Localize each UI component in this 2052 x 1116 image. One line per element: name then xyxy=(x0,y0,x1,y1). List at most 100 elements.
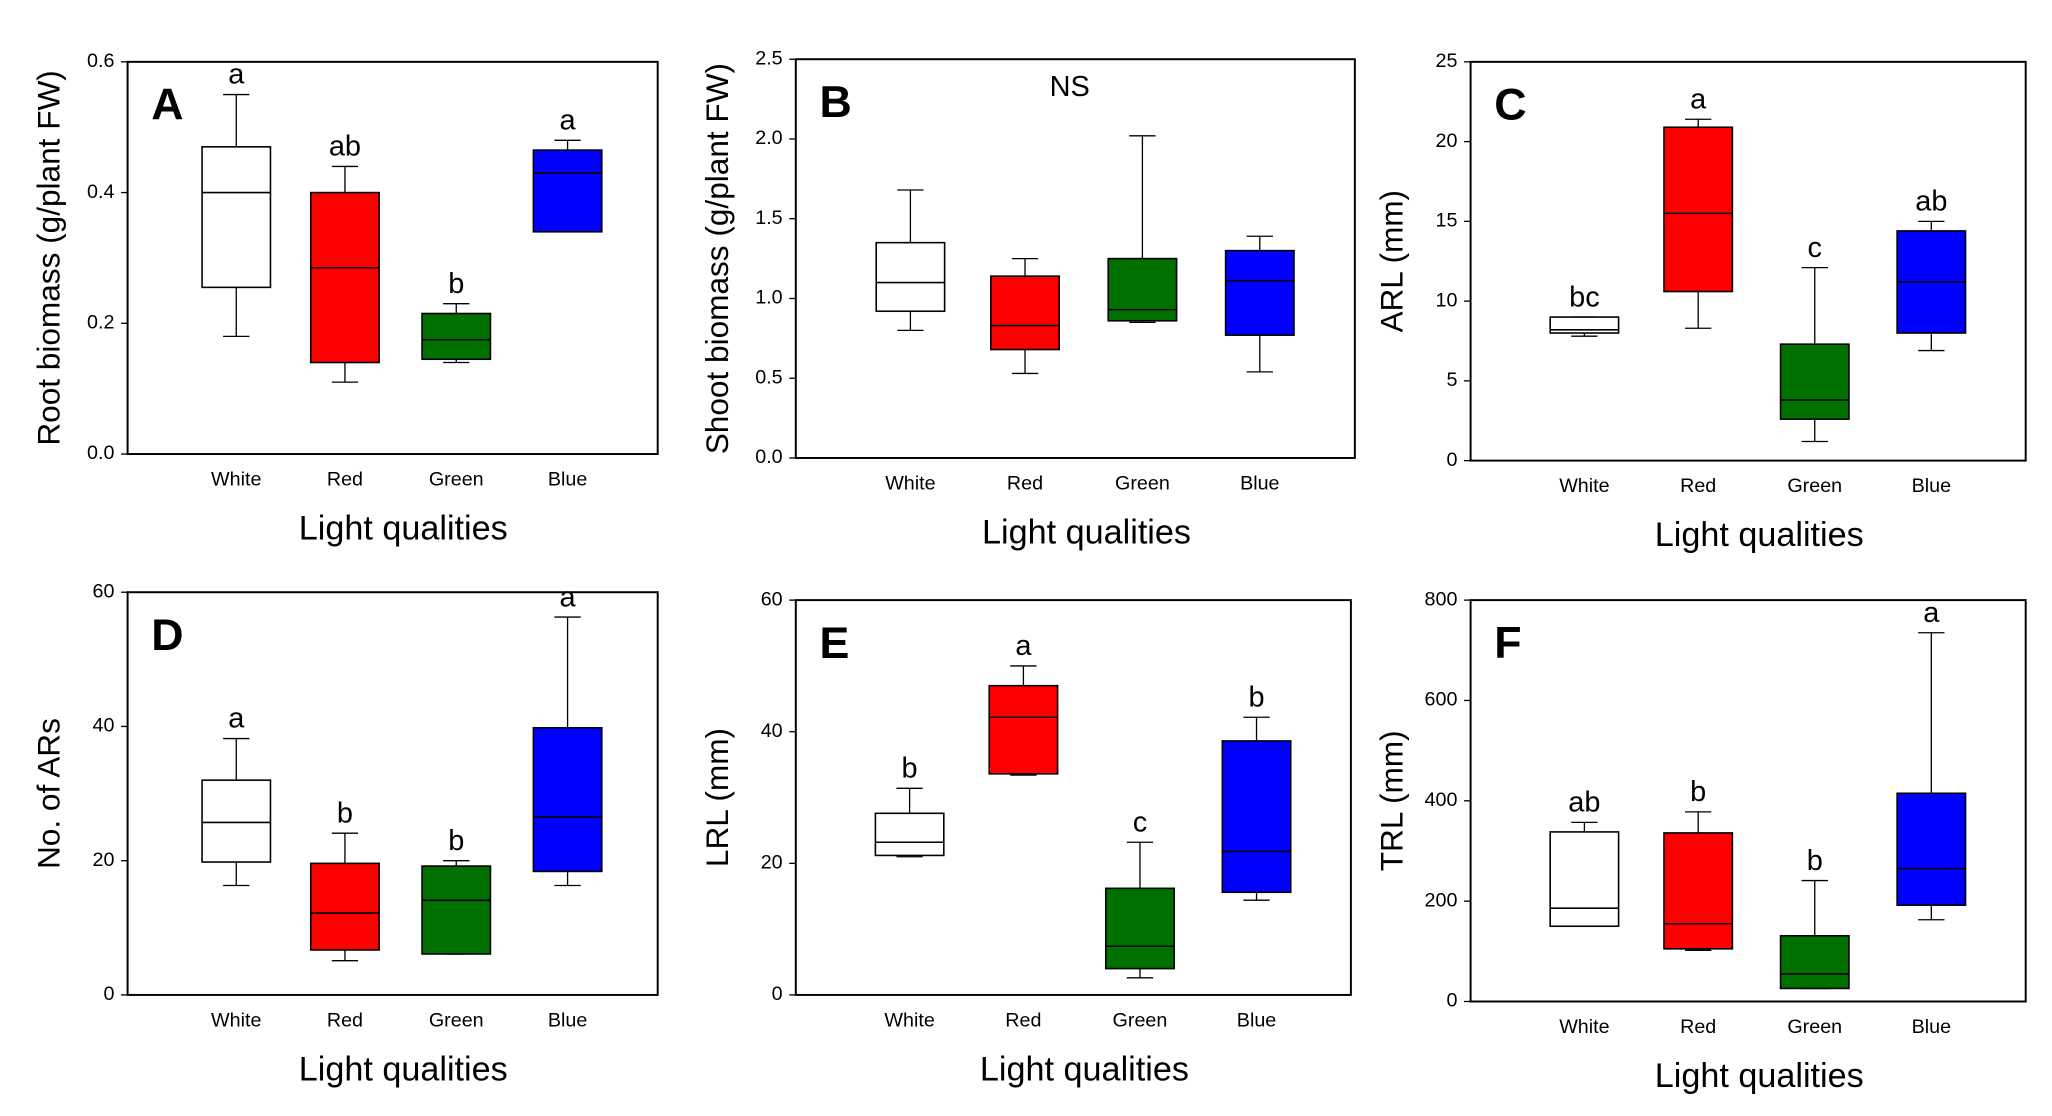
y-axis-label: ARL (mm) xyxy=(1374,190,1410,333)
y-tick-label: 800 xyxy=(1425,588,1458,610)
y-tick-label: 0 xyxy=(1446,449,1457,471)
y-tick-label: 20 xyxy=(1436,130,1458,152)
x-axis-label: Light qualities xyxy=(299,1050,508,1088)
y-tick-label: 600 xyxy=(1425,689,1458,711)
x-tick-label: Green xyxy=(1787,1016,1842,1038)
y-tick-label: 15 xyxy=(1436,210,1458,232)
x-tick-label: Green xyxy=(429,469,484,491)
box xyxy=(1779,934,1850,990)
x-axis-label: Light qualities xyxy=(299,509,508,547)
box xyxy=(1549,316,1620,334)
y-tick-label: 0.5 xyxy=(755,366,782,388)
significance-letter: b xyxy=(902,753,918,785)
y-tick-label: 1.5 xyxy=(755,207,782,229)
y-axis-label: LRL (mm) xyxy=(699,728,735,867)
significance-letter: a xyxy=(1690,83,1707,115)
panel-letter: F xyxy=(1494,619,1521,668)
x-tick-label: Green xyxy=(1113,1009,1168,1031)
panel: 0.0 0.2 0.4 0.6 Root biomass (g/plant FW) Lig… xyxy=(31,50,659,547)
y-tick-label: 40 xyxy=(93,715,115,737)
x-tick-label: White xyxy=(211,469,261,491)
x-tick-label: Green xyxy=(429,1009,484,1031)
panel: 0.0 0.5 1.0 1.5 2.0 2.5 Shoot biomass (g/plant… xyxy=(699,47,1356,551)
x-tick-label: Red xyxy=(327,1009,363,1031)
significance-letter: ab xyxy=(1568,787,1600,819)
x-tick-label: Blue xyxy=(1237,1009,1276,1031)
box xyxy=(1107,257,1178,322)
panel-letter: E xyxy=(819,619,849,668)
y-tick-label: 60 xyxy=(93,580,115,602)
x-tick-label: Blue xyxy=(1240,473,1279,495)
box xyxy=(201,779,272,863)
y-tick-label: 20 xyxy=(761,852,783,874)
x-tick-label: Green xyxy=(1787,475,1842,497)
box xyxy=(532,149,603,233)
y-tick-label: 60 xyxy=(761,588,783,610)
x-tick-label: Red xyxy=(1680,475,1716,497)
x-tick-label: Red xyxy=(327,469,363,491)
y-tick-label: 5 xyxy=(1446,369,1457,391)
y-tick-label: 0.4 xyxy=(87,181,114,203)
box xyxy=(874,812,945,857)
significance-letter: a xyxy=(1015,630,1032,662)
panel-letter: B xyxy=(819,78,851,127)
y-tick-label: 25 xyxy=(1436,50,1458,72)
x-tick-label: White xyxy=(885,473,935,495)
panel-letter: C xyxy=(1494,81,1526,130)
box xyxy=(990,275,1061,351)
y-tick-label: 2.0 xyxy=(755,127,782,149)
y-tick-label: 400 xyxy=(1425,789,1458,811)
significance-letter: b xyxy=(448,268,464,300)
y-tick-label: 0 xyxy=(103,983,114,1005)
box xyxy=(309,191,380,364)
y-tick-label: 20 xyxy=(93,849,115,871)
x-axis-label: Light qualities xyxy=(980,1050,1189,1088)
x-tick-label: Red xyxy=(1680,1016,1716,1038)
y-tick-label: 2.5 xyxy=(755,47,782,69)
y-axis-label: No. of ARs xyxy=(31,718,67,869)
significance-letter: a xyxy=(1923,597,1940,629)
significance-letter: b xyxy=(1690,776,1706,808)
y-tick-label: 0.0 xyxy=(87,442,114,464)
y-axis-label: TRL (mm) xyxy=(1374,730,1410,871)
significance-letter: ab xyxy=(1915,186,1947,218)
x-tick-label: Red xyxy=(1007,473,1043,495)
annotation: NS xyxy=(1050,71,1090,103)
x-tick-label: Blue xyxy=(1912,1016,1951,1038)
y-axis-label: Root biomass (g/plant FW) xyxy=(31,70,67,445)
y-axis-label: Shoot biomass (g/plant FW) xyxy=(699,63,735,454)
x-tick-label: Blue xyxy=(548,1009,587,1031)
x-tick-label: Blue xyxy=(548,469,587,491)
y-tick-label: 10 xyxy=(1436,289,1458,311)
significance-letter: a xyxy=(228,703,245,735)
y-tick-label: 0.2 xyxy=(87,312,114,334)
plot-frame xyxy=(794,58,1356,459)
box xyxy=(1221,740,1292,894)
box xyxy=(201,146,272,289)
y-tick-label: 0.0 xyxy=(755,446,782,468)
y-tick-label: 1.0 xyxy=(755,287,782,309)
box xyxy=(1224,249,1295,336)
box xyxy=(1663,832,1734,950)
significance-letter: c xyxy=(1808,232,1822,264)
y-tick-label: 200 xyxy=(1425,889,1458,911)
box xyxy=(309,862,380,951)
x-tick-label: Blue xyxy=(1912,475,1951,497)
panel-letter: A xyxy=(151,81,183,130)
panel: 0 200 400 600 800 TRL (mm) Light qualities F Whi… xyxy=(1374,588,2027,1095)
plot-frame xyxy=(794,599,1352,996)
x-tick-label: White xyxy=(1559,1016,1609,1038)
box xyxy=(1663,126,1734,293)
x-tick-label: White xyxy=(884,1009,934,1031)
significance-letter: b xyxy=(1248,681,1264,713)
panel: 0 20 40 60 No. of ARs Light qualities D White a R… xyxy=(31,580,659,1088)
panel-letter: D xyxy=(151,611,183,660)
significance-letter: b xyxy=(337,797,353,829)
y-tick-label: 0.6 xyxy=(87,50,114,72)
significance-letter: b xyxy=(1807,845,1823,877)
y-tick-label: 40 xyxy=(761,720,783,742)
significance-letter: a xyxy=(560,105,577,137)
x-tick-label: Red xyxy=(1005,1009,1041,1031)
plot-frame xyxy=(126,60,659,456)
